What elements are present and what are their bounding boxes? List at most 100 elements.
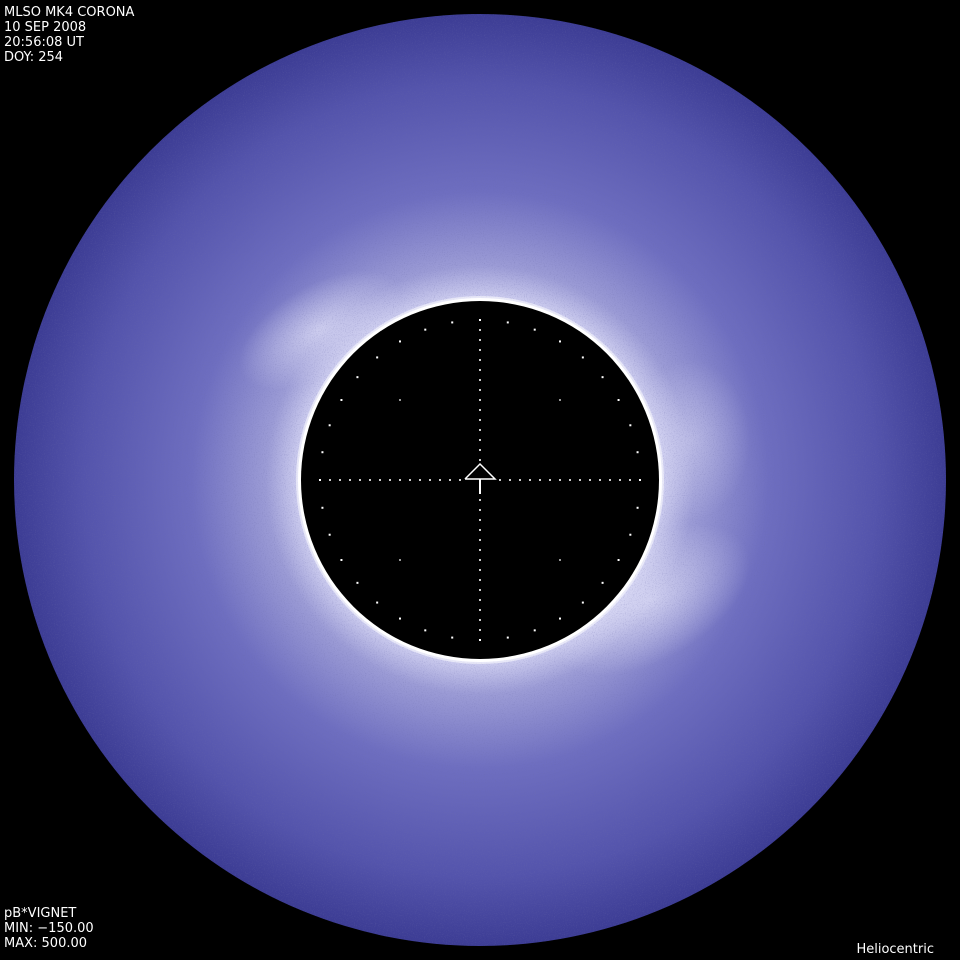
grid-dot — [559, 559, 561, 561]
grid-dot — [499, 479, 501, 481]
grid-dot — [424, 328, 427, 331]
grid-dot — [559, 340, 561, 343]
grid-dot — [479, 639, 481, 641]
grid-dot — [399, 559, 401, 561]
grid-dot — [479, 349, 481, 351]
max-label: MAX: 500.00 — [4, 936, 88, 951]
grid-dot — [376, 356, 379, 359]
grid-dot — [479, 589, 481, 591]
grid-dot — [349, 479, 351, 481]
grid-dot — [559, 399, 561, 401]
grid-dot — [479, 519, 481, 521]
grid-dot — [479, 369, 481, 371]
grid-dot — [533, 629, 536, 632]
grid-dot — [376, 601, 379, 604]
grid-dot — [459, 479, 461, 481]
grid-dot — [321, 451, 324, 454]
grid-dot — [636, 506, 639, 509]
doy-label: DOY: 254 — [4, 50, 64, 65]
grid-dot — [479, 389, 481, 391]
grid-dot — [479, 379, 481, 381]
grid-dot — [479, 399, 481, 401]
grid-dot — [379, 479, 381, 481]
grid-dot — [529, 479, 531, 481]
header-info: MLSO MK4 CORONA 10 SEP 2008 20:56:08 UT DOY… — [4, 5, 134, 65]
grid-dot — [409, 479, 411, 481]
grid-dot — [629, 479, 631, 481]
grid-dot — [479, 539, 481, 541]
grid-dot — [451, 636, 454, 639]
time-label: 20:56:08 UT — [4, 35, 84, 50]
grid-dot — [328, 533, 331, 536]
grid-dot — [479, 319, 481, 321]
grid-dot — [601, 581, 604, 584]
grid-dot — [479, 549, 481, 551]
grid-dot — [321, 506, 324, 509]
instrument-label: MLSO MK4 CORONA — [4, 5, 135, 20]
grid-dot — [636, 451, 639, 454]
grid-dot — [429, 479, 431, 481]
grid-dot — [479, 529, 481, 531]
grid-dot — [569, 479, 571, 481]
grid-dot — [479, 449, 481, 451]
grid-dot — [479, 339, 481, 341]
grid-dot — [559, 479, 561, 481]
grid-dot — [519, 479, 521, 481]
grid-dot — [419, 479, 421, 481]
grid-dot — [639, 479, 641, 481]
grid-dot — [479, 429, 481, 431]
grid-dot — [389, 479, 391, 481]
grid-dot — [340, 559, 343, 561]
grid-dot — [399, 479, 401, 481]
grid-dot — [399, 399, 401, 401]
grid-dot — [479, 419, 481, 421]
grid-dot — [479, 619, 481, 621]
grid-dot — [449, 479, 451, 481]
grid-dot — [319, 479, 321, 481]
grid-dot — [629, 533, 632, 536]
grid-dot — [356, 581, 359, 584]
coords-label: Heliocentric — [856, 942, 934, 957]
solar-north-arrow-icon — [464, 462, 497, 494]
grid-dot — [479, 439, 481, 441]
grid-dot — [451, 321, 454, 324]
grid-dot — [479, 579, 481, 581]
grid-dot — [629, 424, 632, 427]
footer-info: pB*VIGNET MIN: −150.00 MAX: 500.00 — [4, 906, 94, 951]
grid-dot — [581, 601, 584, 604]
grid-dot — [399, 340, 401, 343]
min-label: MIN: −150.00 — [4, 921, 94, 936]
grid-dot — [581, 356, 584, 359]
grid-dot — [479, 629, 481, 631]
grid-dot — [479, 609, 481, 611]
grid-dot — [609, 479, 611, 481]
grid-dot — [479, 459, 481, 461]
grid-dot — [559, 617, 561, 620]
grid-dot — [479, 569, 481, 571]
grid-dot — [399, 617, 401, 620]
grid-dot — [339, 479, 341, 481]
product-label: pB*VIGNET — [4, 906, 77, 921]
grid-dot — [617, 559, 620, 561]
grid-dot — [509, 479, 511, 481]
grid-dot — [340, 399, 343, 401]
grid-dot — [579, 479, 581, 481]
grid-dot — [479, 509, 481, 511]
date-label: 10 SEP 2008 — [4, 20, 87, 35]
grid-dot — [439, 479, 441, 481]
grid-dot — [479, 359, 481, 361]
grid-dot — [506, 636, 509, 639]
grid-dot — [479, 599, 481, 601]
grid-dot — [617, 399, 620, 401]
grid-dot — [619, 479, 621, 481]
grid-dot — [506, 321, 509, 324]
grid-dot — [479, 329, 481, 331]
occulter-grid-dots — [319, 319, 641, 641]
grid-dot — [479, 499, 481, 501]
grid-dot — [601, 376, 604, 379]
grid-dot — [329, 479, 331, 481]
grid-dot — [328, 424, 331, 427]
